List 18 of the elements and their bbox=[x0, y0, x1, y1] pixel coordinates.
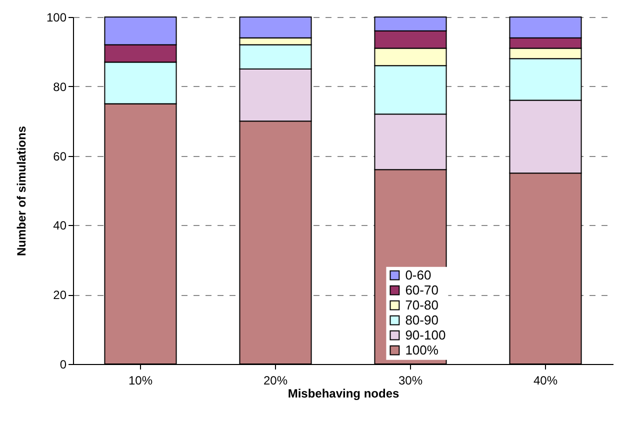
y-tick-label: 0 bbox=[60, 358, 67, 372]
y-tick-label: 100 bbox=[46, 10, 67, 24]
y-tick-label: 20 bbox=[53, 288, 67, 302]
legend-label: 0-60 bbox=[405, 267, 432, 282]
legend-label: 100% bbox=[405, 342, 439, 358]
legend-label: 90-100 bbox=[405, 327, 446, 342]
y-tick-label: 60 bbox=[53, 149, 67, 164]
x-tick-label: 30% bbox=[398, 374, 423, 388]
x-axis-title: Misbehaving nodes bbox=[288, 386, 400, 400]
x-tick-label: 10% bbox=[128, 374, 153, 388]
y-tick-label: 80 bbox=[53, 80, 67, 94]
x-tick-label: 20% bbox=[263, 374, 288, 388]
legend-label: 80-90 bbox=[405, 312, 438, 328]
y-axis-title: Number of simulations bbox=[14, 126, 28, 256]
legend-label: 70-80 bbox=[405, 297, 438, 312]
y-tick-label: 40 bbox=[53, 218, 67, 233]
legend-label: 60-70 bbox=[405, 282, 438, 298]
x-tick-label: 40% bbox=[533, 374, 558, 388]
